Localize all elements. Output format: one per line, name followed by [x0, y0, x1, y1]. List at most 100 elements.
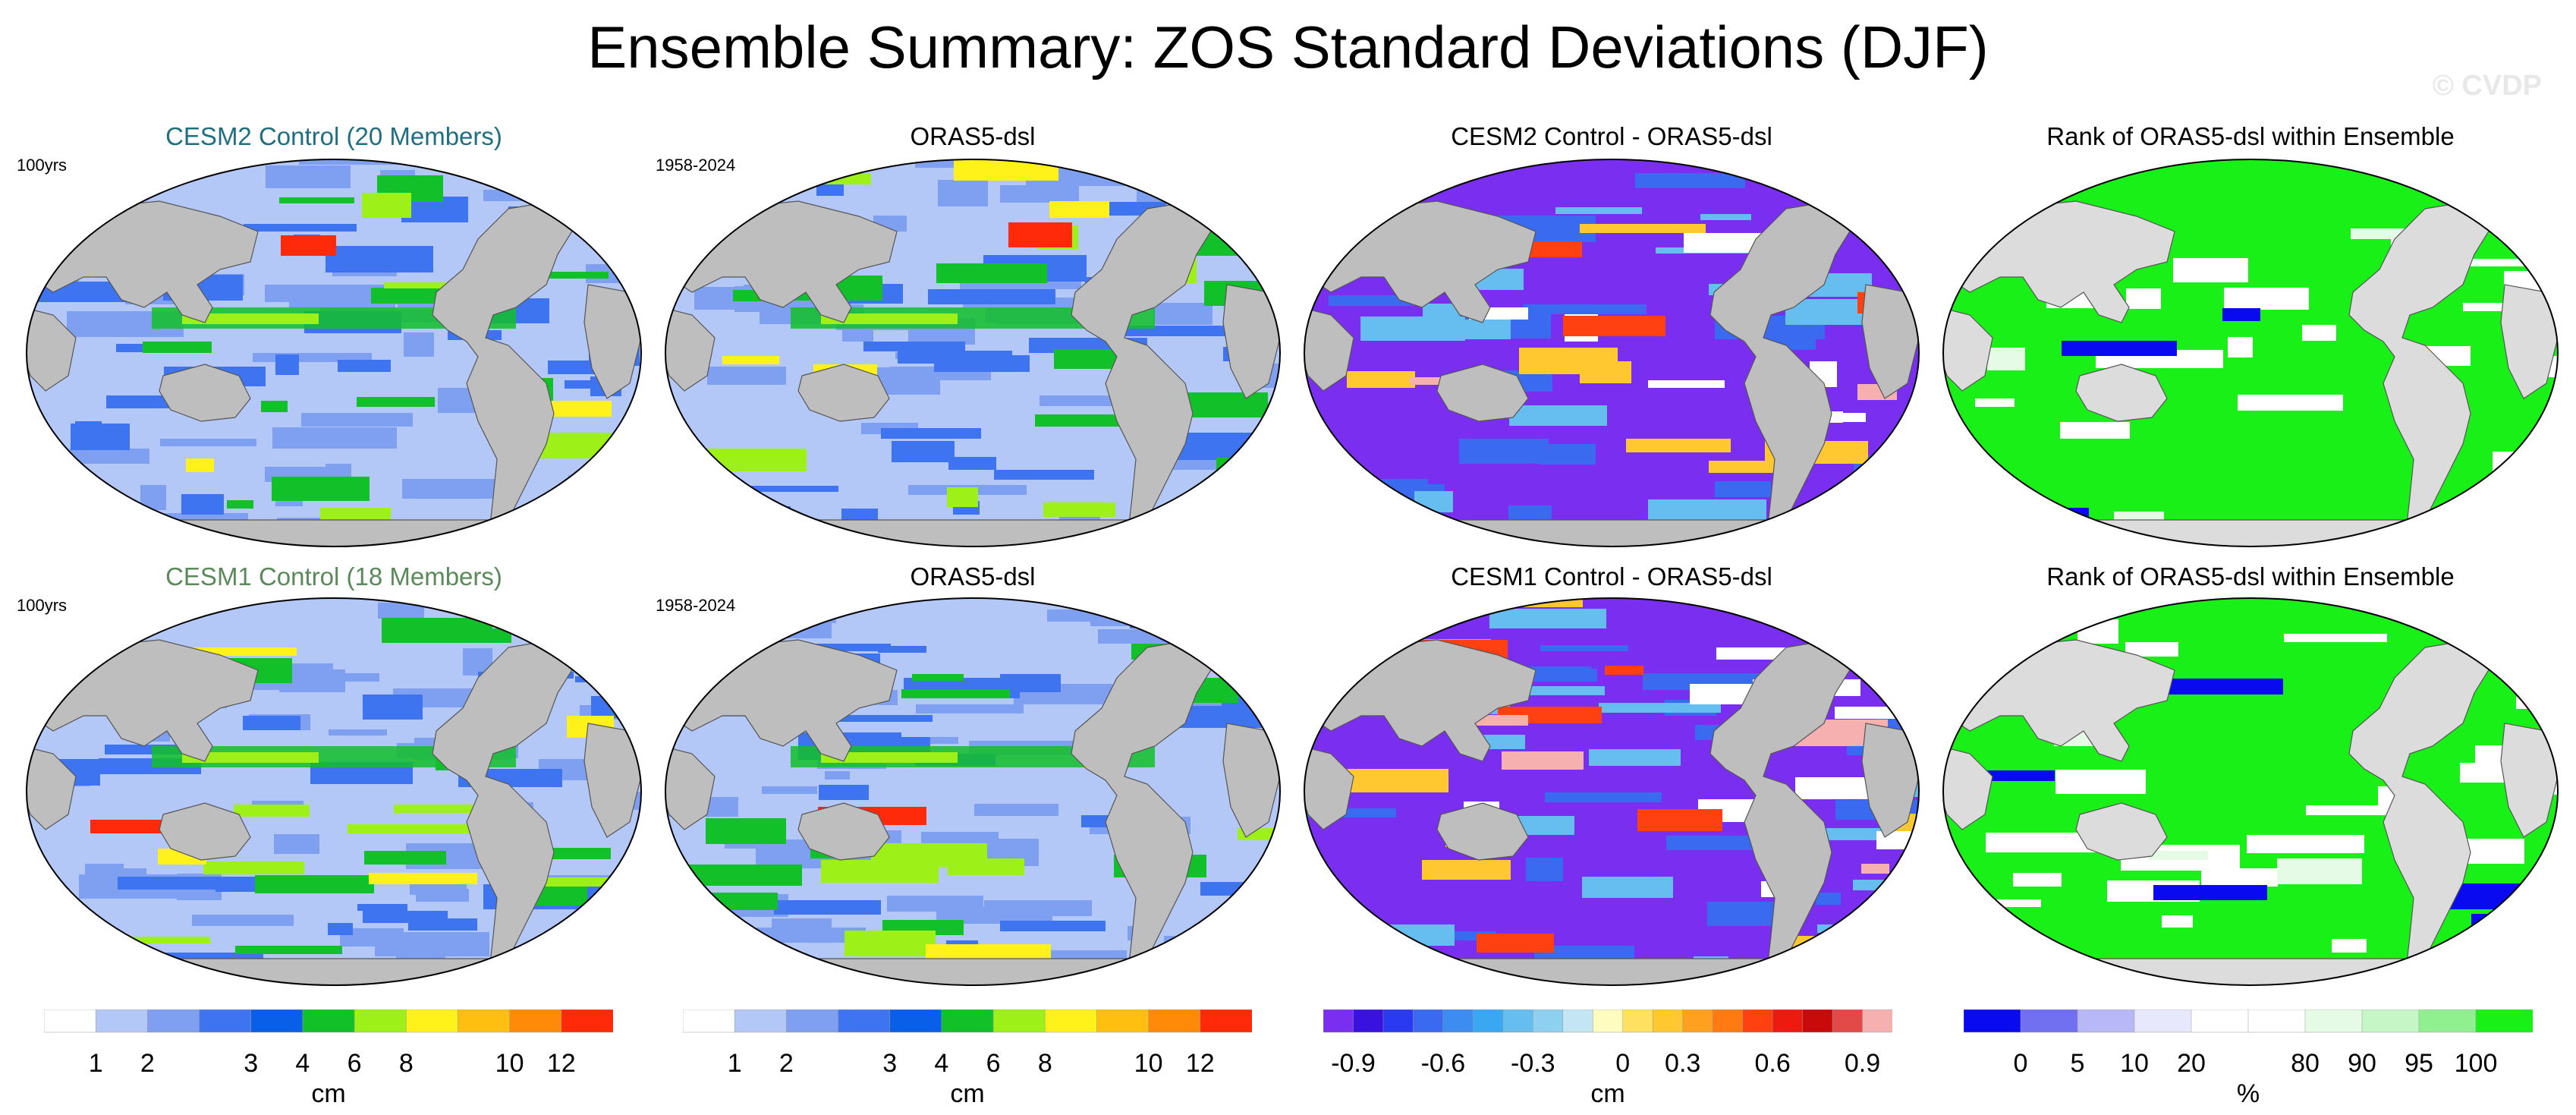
land-greenland	[553, 616, 623, 663]
colorbar-units: cm	[1590, 1079, 1625, 1108]
colorbar-tick-label: -0.9	[1331, 1049, 1376, 1078]
colorbar-swatch	[2077, 1009, 2135, 1033]
colorbar-tick-label: 0.3	[1665, 1049, 1701, 1078]
colorbar-swatch	[2418, 1009, 2477, 1033]
colorbar-swatch	[1682, 1009, 1713, 1033]
colorbar-swatch	[1742, 1009, 1773, 1033]
land-australia	[2075, 364, 2168, 422]
land-australia	[1436, 802, 1529, 861]
map-panel	[1301, 156, 1923, 550]
colorbar-tick-label: 0.9	[1844, 1049, 1881, 1078]
colorbar-swatch	[1473, 1009, 1504, 1033]
colorbar-swatch	[2191, 1009, 2249, 1033]
land-africa	[1943, 745, 1993, 830]
colorbar-swatch	[2020, 1009, 2078, 1033]
map-diff	[1304, 159, 1920, 547]
panel-title: Rank of ORAS5-dsl within Ensemble	[2046, 562, 2455, 591]
land-greenland	[1192, 616, 1262, 663]
colorbar-swatch	[509, 1009, 562, 1033]
colorbar-swatch	[1772, 1009, 1804, 1033]
panel-title: CESM2 Control (20 Members)	[165, 122, 502, 150]
map-diff	[1304, 597, 1920, 986]
map-panel	[23, 156, 645, 550]
colorbar-tick-label: 80	[2291, 1049, 2320, 1078]
colorbar-swatch	[458, 1009, 511, 1033]
colorbar-swatch	[1096, 1009, 1150, 1033]
colorbar-swatch	[1442, 1009, 1474, 1033]
colorbar-tick-label: 0.6	[1754, 1049, 1791, 1078]
page-title: Ensemble Summary: ZOS Standard Deviation…	[587, 14, 1989, 80]
colorbar-swatch	[1413, 1009, 1444, 1033]
colorbar-swatches	[682, 1009, 1253, 1033]
land-australia	[1436, 364, 1529, 422]
panel-title: CESM2 Control - ORAS5-dsl	[1451, 122, 1772, 150]
colorbar-swatch	[2247, 1009, 2306, 1033]
map-panel	[1939, 156, 2562, 550]
map-rank	[1942, 597, 2559, 986]
land-greenland	[1831, 178, 1901, 225]
colorbar-swatch	[1045, 1009, 1098, 1033]
colorbar-swatch	[1382, 1009, 1414, 1033]
colorbar-tick-label: -0.6	[1420, 1049, 1466, 1078]
colorbar-swatch	[1832, 1009, 1864, 1033]
land-americas	[1709, 200, 1855, 536]
colorbar-swatch	[1652, 1009, 1684, 1033]
colorbar: 1 2 3 4 6 8 10 12 cm	[682, 1009, 1253, 1108]
land-greenland	[2470, 616, 2540, 663]
colorbar-swatch	[199, 1009, 252, 1033]
colorbar-units: %	[2236, 1079, 2260, 1108]
panel-title: Rank of ORAS5-dsl within Ensemble	[2046, 122, 2455, 150]
colorbar-tick-label: 12	[546, 1049, 576, 1078]
land-greenland	[553, 178, 623, 225]
colorbar-swatch	[1323, 1009, 1354, 1033]
colorbar-swatch	[1712, 1009, 1744, 1033]
colorbar-tick-label: 10	[2120, 1049, 2149, 1078]
colorbar-tick-label: 4	[934, 1049, 949, 1078]
colorbar-swatch	[1862, 1009, 1893, 1033]
colorbar: 0 5 10 20 80 90 95 100%	[1963, 1009, 2534, 1108]
map-panel	[1301, 594, 1923, 989]
colorbar-swatch	[406, 1009, 459, 1033]
colorbar-tick-label: 20	[2177, 1049, 2206, 1078]
land-africa	[665, 745, 716, 830]
colorbar-swatch	[838, 1009, 891, 1033]
land-africa	[665, 307, 716, 392]
colorbar-tick-label: 95	[2405, 1049, 2433, 1078]
land-americas	[1071, 200, 1216, 536]
map-panel	[1939, 594, 2562, 989]
colorbar-units: cm	[311, 1079, 346, 1108]
colorbar-swatch	[354, 1009, 407, 1033]
colorbar-units: cm	[950, 1079, 985, 1108]
colorbar-swatch	[1200, 1009, 1253, 1033]
map-std	[665, 159, 1281, 547]
land-australia	[797, 364, 890, 422]
colorbar-swatch	[1562, 1009, 1594, 1033]
colorbar-swatch	[2304, 1009, 2363, 1033]
map-std	[26, 159, 642, 547]
colorbar-tick-label: 8	[1037, 1049, 1052, 1078]
colorbar-tick-label: 5	[2070, 1049, 2085, 1078]
colorbar-swatch	[2361, 1009, 2420, 1033]
colorbar-swatch	[302, 1009, 355, 1033]
land-americas	[2348, 639, 2494, 975]
colorbar-swatch	[1802, 1009, 1833, 1033]
colorbar-swatch	[1622, 1009, 1653, 1033]
colorbar-swatch	[734, 1009, 788, 1033]
colorbar-swatch	[250, 1009, 304, 1033]
colorbar-tick-label: 4	[295, 1049, 310, 1078]
colorbar-swatch	[941, 1009, 994, 1033]
colorbar-swatch	[561, 1009, 614, 1033]
colorbar-swatches	[1963, 1009, 2534, 1033]
period-label: 1958-2024	[656, 156, 736, 175]
cvdp-watermark: © CVDP	[2432, 70, 2542, 102]
colorbar-swatch	[889, 1009, 942, 1033]
panel-title: ORAS5-dsl	[910, 122, 1036, 150]
colorbar-tick-label: 6	[986, 1049, 1001, 1078]
map-rank	[1942, 159, 2559, 547]
land-americas	[432, 639, 577, 975]
land-americas	[2348, 200, 2494, 536]
colorbar-swatch	[1593, 1009, 1624, 1033]
map-panel	[662, 156, 1284, 550]
colorbar-swatch	[1533, 1009, 1564, 1033]
land-africa	[1943, 307, 1993, 392]
